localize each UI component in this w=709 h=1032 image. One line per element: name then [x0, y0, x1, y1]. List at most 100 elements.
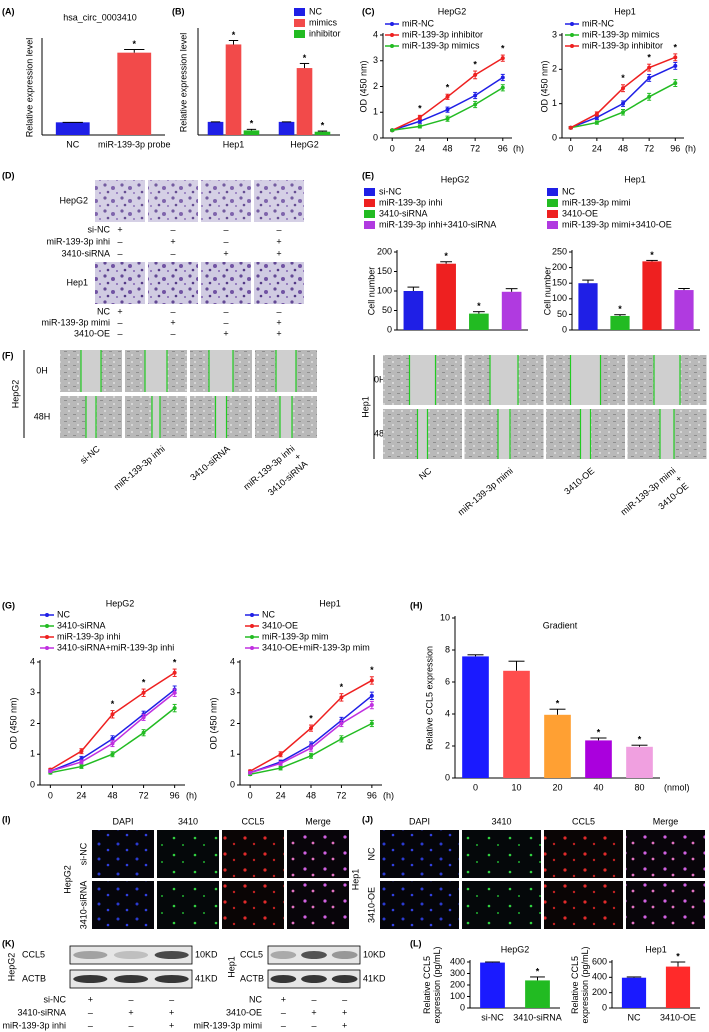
legend-swatch — [364, 199, 375, 207]
significance-mark: * — [501, 43, 505, 53]
point — [172, 670, 177, 675]
point — [339, 736, 344, 741]
significance-mark: * — [111, 699, 115, 709]
fluorescence-image — [287, 881, 349, 929]
condition-sign: – — [117, 328, 122, 338]
y-axis-label: OD (450 nm) — [539, 60, 549, 112]
point — [473, 93, 478, 98]
point — [278, 766, 283, 771]
condition-sign: + — [342, 1007, 347, 1017]
x-tick-label: 0 — [48, 790, 53, 800]
wound-gap — [280, 396, 292, 438]
error-bar — [614, 314, 626, 316]
error-bar — [530, 976, 545, 981]
x-tick-label: HepG2 — [290, 139, 319, 149]
legend-marker — [390, 33, 394, 37]
y-tick-label: 3 — [30, 687, 35, 697]
wound-gap — [215, 396, 227, 438]
condition-sign: + — [281, 994, 286, 1004]
y-axis-label-line: Relative CCL5 — [570, 956, 580, 1014]
condition-sign: – — [281, 1007, 286, 1017]
point — [647, 65, 652, 70]
channel-label: 3410 — [178, 816, 198, 826]
legend-marker — [45, 635, 49, 639]
x-tick-label: 24 — [276, 790, 286, 800]
bar — [674, 290, 694, 330]
bar — [525, 980, 550, 1008]
panel-label: (L) — [410, 938, 422, 948]
error-bar — [124, 49, 145, 53]
bar — [610, 315, 630, 330]
y-axis-label: Cell number — [366, 267, 376, 316]
legend-swatch — [547, 199, 558, 207]
error-bar — [440, 261, 453, 264]
wound-gap — [86, 396, 96, 438]
wound-gap — [580, 409, 591, 459]
protein-label: CCL5 — [240, 949, 263, 959]
row-label: 0H — [374, 374, 386, 384]
y-tick-label: 3 — [552, 29, 557, 39]
point — [339, 695, 344, 700]
condition-label: miR-139-3p inhi — [2, 1020, 66, 1030]
bar — [544, 714, 571, 778]
legend-label: miR-NC — [402, 18, 434, 28]
fluorescence-image — [222, 881, 284, 929]
fluorescence-image — [544, 830, 623, 878]
blot-band — [331, 951, 358, 959]
condition-label: 3410-siRNA — [17, 1007, 66, 1017]
condition-sign: – — [281, 1020, 286, 1030]
y-tick-label: 0 — [460, 1002, 465, 1012]
panel-label: (H) — [410, 600, 423, 610]
condition-sign: + — [170, 236, 175, 246]
condition-sign: + — [223, 328, 228, 338]
condition-label: 3410-OE — [226, 1007, 262, 1017]
condition-sign: – — [170, 224, 175, 234]
x-tick-label: NC — [66, 139, 79, 149]
error-bar — [472, 311, 485, 314]
condition-sign: + — [276, 248, 281, 258]
x-tick-label: 24 — [76, 790, 86, 800]
fluorescence-image — [626, 830, 705, 878]
panel-label: (J) — [362, 814, 373, 824]
bar — [117, 52, 152, 135]
y-tick-label: 0 — [30, 779, 35, 789]
bar — [436, 263, 456, 330]
point — [110, 741, 115, 746]
y-tick-label: 200 — [552, 262, 567, 272]
y-tick-label: 150 — [377, 266, 392, 276]
point — [500, 85, 505, 90]
y-tick-label: 2 — [373, 81, 378, 91]
error-bar — [508, 660, 525, 671]
y-tick-label: 1 — [30, 749, 35, 759]
point — [673, 63, 678, 68]
wound-gap — [417, 409, 428, 459]
y-tick-label: 0 — [562, 324, 567, 334]
legend-swatch — [547, 221, 558, 229]
condition-sign: – — [223, 317, 228, 327]
x-tick-label: 48 — [442, 143, 452, 153]
y-tick-label: 2 — [552, 64, 557, 74]
y-axis-label: Relative CCL5expression (pg/mL) — [422, 946, 442, 1023]
condition-sign: – — [128, 994, 133, 1004]
y-axis-label: Relative CCL5 expression — [424, 646, 434, 750]
condition-sign: + — [169, 1020, 174, 1030]
y-tick-label: 1 — [230, 749, 235, 759]
bar — [207, 121, 224, 135]
bar — [243, 130, 260, 135]
condition-sign: – — [342, 994, 347, 1004]
row-label: 3410-siRNA — [78, 881, 88, 930]
significance-mark: * — [418, 104, 422, 114]
legend-swatch — [547, 188, 558, 196]
chart-title: Hep1 — [624, 174, 646, 184]
blot-strip — [69, 945, 193, 965]
significance-mark: * — [173, 657, 177, 667]
fluorescence-image — [157, 830, 219, 878]
condition-sign: – — [117, 236, 122, 246]
condition-sign: + — [342, 1020, 347, 1030]
column-label-line: + — [293, 451, 303, 462]
wound-gap — [209, 350, 233, 392]
y-axis-label-line: expression (pg/mL) — [432, 946, 442, 1023]
bar — [503, 670, 530, 778]
y-tick-label: 1 — [552, 98, 557, 108]
point — [417, 115, 422, 120]
